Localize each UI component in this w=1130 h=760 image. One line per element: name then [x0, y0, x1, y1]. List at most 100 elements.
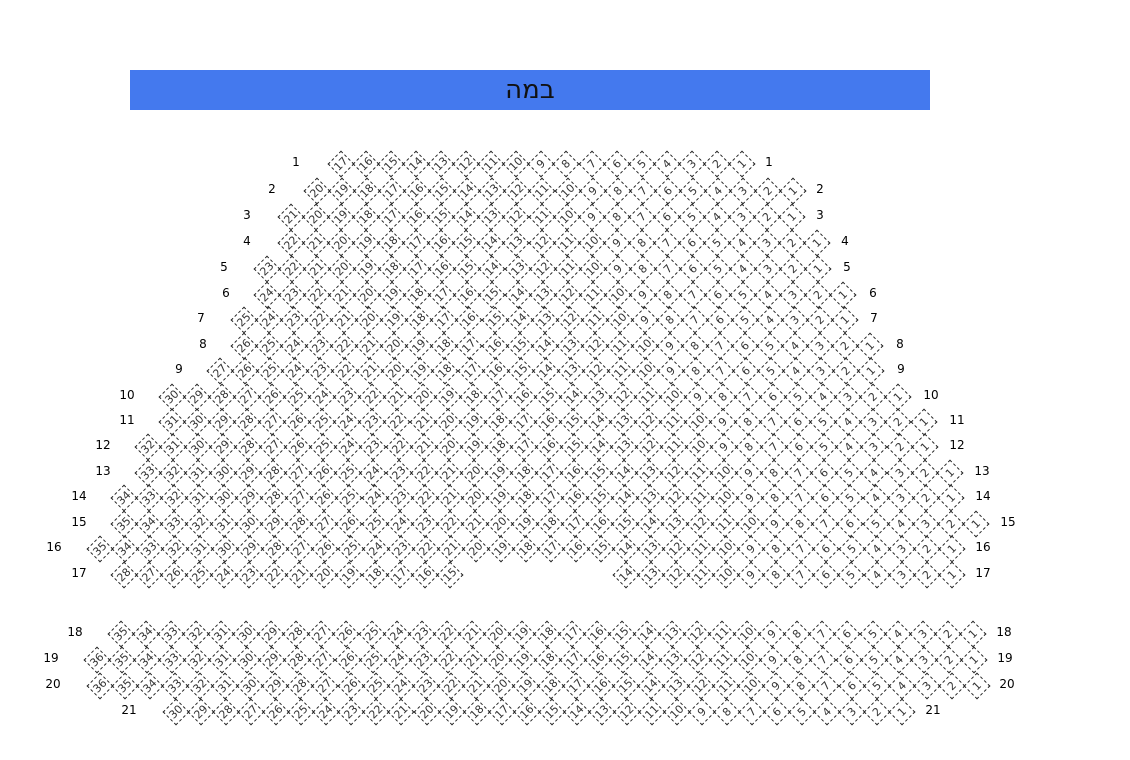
seat[interactable]: 17	[537, 535, 565, 563]
seat[interactable]: 26	[312, 535, 339, 563]
seat[interactable]: 5	[628, 150, 656, 178]
seat[interactable]: 5	[862, 510, 889, 538]
seat[interactable]: 18	[352, 203, 380, 231]
seat[interactable]: 19	[380, 306, 408, 334]
seat[interactable]: 1	[937, 484, 965, 512]
seat[interactable]: 24	[386, 510, 413, 538]
seat[interactable]: 7	[653, 229, 681, 257]
seat[interactable]: 7	[707, 357, 735, 385]
seat[interactable]: 17	[456, 332, 483, 360]
seat[interactable]: 24	[360, 459, 387, 487]
seat[interactable]: 20	[328, 255, 356, 283]
seat[interactable]: 6	[837, 510, 864, 538]
seat[interactable]: 27	[258, 408, 286, 436]
seat[interactable]: 19	[434, 383, 461, 411]
seat[interactable]: 19	[460, 433, 488, 461]
seat[interactable]: 23	[253, 255, 281, 283]
seat[interactable]: 15	[436, 561, 464, 589]
seat[interactable]: 10	[737, 672, 765, 700]
seat[interactable]: 11	[686, 484, 714, 512]
seat[interactable]: 15	[587, 535, 615, 563]
seat[interactable]: 15	[506, 332, 533, 360]
seat[interactable]: 18	[510, 459, 538, 487]
seat[interactable]: 17	[402, 229, 430, 257]
seat[interactable]: 11	[659, 408, 687, 436]
seat[interactable]: 34	[110, 484, 138, 512]
seat[interactable]: 31	[208, 646, 236, 674]
seat[interactable]: 24	[312, 698, 340, 726]
seat[interactable]: 3	[888, 535, 916, 563]
seat[interactable]: 25	[230, 306, 258, 334]
seat[interactable]: 22	[331, 357, 359, 385]
seat[interactable]: 9	[737, 535, 765, 563]
seat[interactable]: 30	[209, 459, 237, 487]
seat[interactable]: 31	[210, 510, 238, 538]
seat[interactable]: 27	[286, 535, 314, 563]
seat[interactable]: 15	[534, 383, 562, 411]
seat[interactable]: 19	[328, 177, 356, 205]
seat[interactable]: 3	[838, 698, 866, 726]
seat[interactable]: 20	[380, 332, 408, 360]
seat[interactable]: 19	[378, 281, 406, 309]
seat[interactable]: 33	[160, 510, 188, 538]
seat[interactable]: 3	[754, 255, 782, 283]
seat[interactable]: 32	[182, 620, 210, 648]
seat[interactable]: 15	[612, 672, 640, 700]
seat[interactable]: 6	[603, 150, 630, 178]
seat[interactable]: 8	[709, 383, 737, 411]
seat[interactable]: 6	[813, 535, 840, 563]
seat[interactable]: 29	[261, 672, 289, 700]
seat[interactable]: 26	[336, 510, 363, 538]
seat[interactable]: 11	[579, 281, 607, 309]
seat[interactable]: 21	[462, 672, 490, 700]
seat[interactable]: 16	[427, 229, 455, 257]
seat[interactable]: 9	[710, 433, 738, 461]
seat[interactable]: 10	[736, 510, 764, 538]
seat[interactable]: 14	[584, 408, 612, 436]
seat[interactable]: 15	[428, 177, 456, 205]
seat[interactable]: 18	[484, 408, 512, 436]
seat[interactable]: 6	[759, 383, 787, 411]
seat[interactable]: 2	[703, 150, 731, 178]
seat[interactable]: 16	[534, 408, 562, 436]
seat[interactable]: 14	[532, 357, 560, 385]
seat[interactable]: 23	[360, 433, 387, 461]
seat[interactable]: 2	[778, 229, 806, 257]
seat[interactable]: 27	[309, 646, 336, 674]
seat[interactable]: 17	[509, 408, 537, 436]
seat[interactable]: 30	[162, 698, 190, 726]
seat[interactable]: 17	[510, 433, 538, 461]
seat[interactable]: 12	[452, 150, 480, 178]
seat[interactable]: 2	[859, 383, 887, 411]
seat[interactable]: 23	[412, 672, 440, 700]
seat[interactable]: 14	[531, 332, 559, 360]
seat[interactable]: 30	[233, 646, 261, 674]
seat[interactable]: 10	[712, 561, 740, 589]
seat[interactable]: 11	[687, 535, 715, 563]
seat[interactable]: 22	[278, 255, 306, 283]
seat[interactable]: 4	[703, 203, 731, 231]
seat[interactable]: 7	[785, 459, 813, 487]
seat[interactable]: 17	[457, 357, 484, 385]
seat[interactable]: 32	[183, 646, 211, 674]
seat[interactable]: 21	[303, 255, 331, 283]
seat[interactable]: 12	[661, 484, 689, 512]
seat[interactable]: 8	[629, 255, 657, 283]
seat[interactable]: 28	[283, 646, 311, 674]
seat[interactable]: 14	[636, 510, 664, 538]
seat[interactable]: 20	[381, 357, 409, 385]
seat[interactable]: 22	[260, 561, 288, 589]
seat[interactable]: 26	[309, 459, 337, 487]
seat[interactable]: 27	[285, 484, 313, 512]
seat[interactable]: 20	[353, 281, 381, 309]
seat[interactable]: 6	[763, 698, 791, 726]
seat[interactable]: 1	[910, 408, 937, 436]
seat[interactable]: 24	[334, 433, 362, 461]
seat[interactable]: 13	[662, 672, 690, 700]
seat[interactable]: 2	[935, 646, 963, 674]
seat[interactable]: 15	[507, 357, 535, 385]
seat[interactable]: 21	[409, 408, 436, 436]
seat[interactable]: 35	[86, 535, 114, 563]
seat[interactable]: 18	[536, 510, 564, 538]
seat[interactable]: 35	[110, 510, 138, 538]
